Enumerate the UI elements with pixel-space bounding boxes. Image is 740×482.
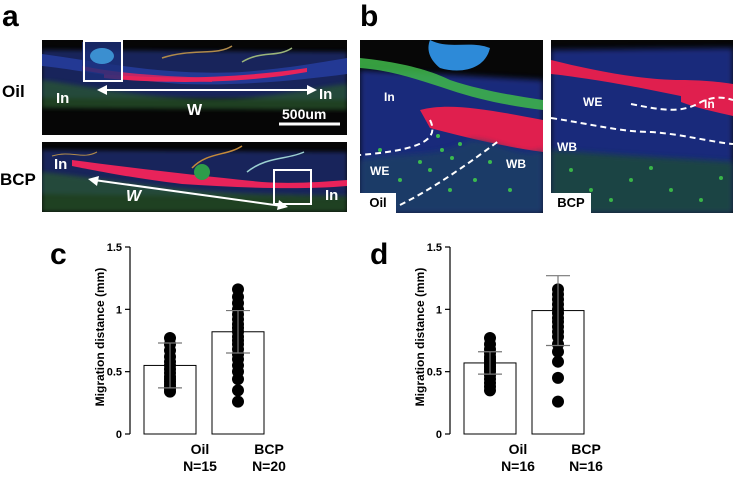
panel-d-ytick-label-3: 1.5 bbox=[427, 242, 442, 254]
panel-b-oil-micrograph: In WE WB Oil bbox=[360, 40, 543, 213]
panel-a-bcp-micrograph: In In W bbox=[42, 142, 347, 212]
panel-c-letter: c bbox=[50, 238, 67, 271]
panel-b-bcp-in: In bbox=[704, 97, 715, 111]
panel-a-oil-micrograph: In In W 500um bbox=[42, 40, 347, 135]
panel-c-cat-bcp: BCP N=20 bbox=[234, 441, 304, 475]
panel-b-oil-tag: Oil bbox=[360, 193, 396, 213]
panel-a-bcp-in-right: In bbox=[325, 187, 339, 204]
panel-a-oil-in-left: In bbox=[56, 90, 70, 107]
panel-d-letter: d bbox=[370, 238, 389, 271]
panel-b-bcp-tag: BCP bbox=[551, 193, 591, 213]
panel-d-cat-bcp: BCP N=16 bbox=[551, 441, 621, 475]
panel-d-point-1-13 bbox=[552, 355, 564, 368]
panel-c-point-0-14 bbox=[164, 385, 176, 398]
panel-b-bcp-micrograph: WE In WB BCP bbox=[551, 40, 733, 213]
panel-d-cat-oil-name: Oil bbox=[508, 441, 528, 457]
panel-b-bcp-we: WE bbox=[583, 95, 603, 109]
panel-d-cat-oil-n: N=16 bbox=[501, 458, 535, 474]
panel-b-oil-wb: WB bbox=[506, 157, 526, 171]
panel-a-oil-in-right: In bbox=[319, 86, 333, 103]
panel-b-bcp-wb: WB bbox=[557, 140, 577, 154]
panel-c-cat-oil-n: N=15 bbox=[183, 458, 217, 474]
panel-c-cat-bcp-n: N=20 bbox=[252, 458, 286, 474]
panel-a-oil-label: Oil bbox=[2, 82, 25, 101]
panel-d-cat-oil: Oil N=16 bbox=[483, 441, 553, 475]
panel-c-ytick-label-3: 1.5 bbox=[107, 242, 122, 254]
panel-d-ytick-label-0: 0 bbox=[436, 429, 442, 441]
panel-c-cat-oil: Oil N=15 bbox=[165, 441, 235, 475]
panel-d-cat-bcp-n: N=16 bbox=[569, 458, 603, 474]
panel-d-ytick-label-1: 0.5 bbox=[427, 367, 442, 379]
panel-b-oil-we: WE bbox=[370, 164, 390, 178]
panel-a-bcp-in-left: In bbox=[54, 156, 68, 173]
panel-c-ytick-label-0: 0 bbox=[116, 429, 122, 441]
panel-a-bcp-w: W bbox=[126, 188, 142, 205]
panel-d-point-1-15 bbox=[552, 395, 564, 408]
panel-b-oil-in: In bbox=[384, 90, 395, 104]
panel-a-oil-w: W bbox=[187, 102, 203, 119]
panel-d-point-0-15 bbox=[484, 384, 496, 397]
panel-d-point-1-12 bbox=[552, 345, 564, 358]
panel-c-cat-oil-name: Oil bbox=[190, 441, 210, 457]
panel-d-point-1-14 bbox=[552, 371, 564, 384]
panel-a-scale-bar-label: 500um bbox=[282, 106, 327, 122]
panel-d-ytick-label-2: 1 bbox=[436, 304, 442, 316]
panel-c-ytick-label-1: 0.5 bbox=[107, 367, 122, 379]
panel-c-ytick-label-2: 1 bbox=[116, 304, 122, 316]
panel-c-point-1-19 bbox=[232, 395, 244, 408]
panel-d-cat-bcp-name: BCP bbox=[571, 441, 601, 457]
panel-b-letter: b bbox=[360, 0, 379, 33]
panel-c-point-1-18 bbox=[232, 384, 244, 397]
panel-a-letter: a bbox=[2, 0, 19, 33]
panel-c-cat-bcp-name: BCP bbox=[254, 441, 284, 457]
panel-c-point-1-17 bbox=[232, 373, 244, 386]
panel-d-chart: 0 0.5 1 1.5 bbox=[427, 242, 585, 441]
panel-c-chart: 0 0.5 1 1.5 bbox=[107, 242, 265, 441]
panel-a-bcp-label: BCP bbox=[0, 170, 36, 189]
